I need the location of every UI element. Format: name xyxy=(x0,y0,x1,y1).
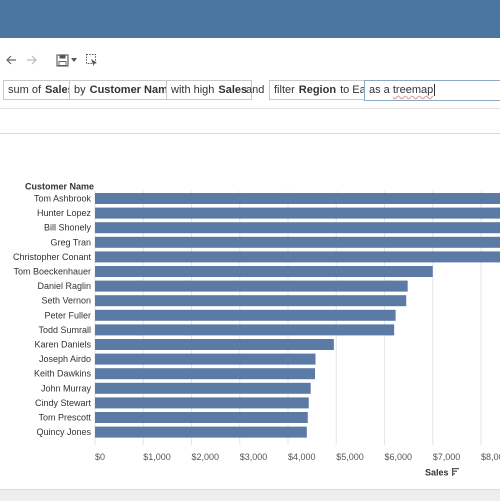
ask-data-query-bar: sum of Sales by Customer Name with high Sal… xyxy=(0,78,500,104)
category-label: Keith Dawkins xyxy=(34,369,92,379)
bar[interactable] xyxy=(95,251,500,263)
category-label: Christopher Conant xyxy=(13,252,92,262)
category-label: Tom Prescott xyxy=(38,413,91,423)
bar[interactable] xyxy=(95,426,307,438)
query-chip-filter-high[interactable]: with high Sales xyxy=(166,80,253,100)
x-tick-label: $2,000 xyxy=(192,452,220,462)
category-label: John Murray xyxy=(41,383,92,393)
query-chip-measure[interactable]: sum of Sales xyxy=(3,80,79,100)
chip-field: Sales xyxy=(218,84,248,96)
category-label: Seth Vernon xyxy=(41,296,91,306)
bar[interactable] xyxy=(95,309,396,321)
bar-chart: Customer Name Tom Ashbrook Hunter Lopez Bi… xyxy=(13,182,500,478)
x-tick-label: $4,000 xyxy=(288,452,316,462)
bar[interactable] xyxy=(95,382,311,394)
x-tick-label: $8,000 xyxy=(481,452,500,462)
chip-text: with high xyxy=(171,84,215,96)
save-icon[interactable] xyxy=(55,50,69,70)
save-dropdown-caret-icon[interactable] xyxy=(70,50,78,70)
x-tick-label: $5,000 xyxy=(336,452,364,462)
bar[interactable] xyxy=(95,368,316,380)
app-header-bar xyxy=(0,0,500,38)
chip-text: by xyxy=(74,84,86,96)
bar[interactable] xyxy=(95,266,433,277)
bar[interactable] xyxy=(95,295,407,307)
x-tick-label: $6,000 xyxy=(385,452,413,462)
query-chip-region-filter[interactable]: filter Region to East xyxy=(269,80,380,100)
bar[interactable] xyxy=(95,324,395,336)
category-label: Quincy Jones xyxy=(36,427,91,437)
chip-field: Customer Name xyxy=(89,84,174,96)
bar[interactable] xyxy=(95,339,334,350)
divider xyxy=(0,133,500,134)
category-label: Bill Shonely xyxy=(44,223,92,233)
query-chip-dimension[interactable]: by Customer Name xyxy=(69,80,179,100)
text-caret xyxy=(434,84,436,97)
bar[interactable] xyxy=(95,236,500,248)
bar[interactable] xyxy=(95,222,500,234)
chip-field: Sales xyxy=(45,84,74,96)
x-tick-label: $0 xyxy=(95,452,105,462)
x-tick-label: $3,000 xyxy=(240,452,268,462)
bar[interactable] xyxy=(95,280,408,292)
query-conjunction: and xyxy=(246,84,265,96)
category-label: Hunter Lopez xyxy=(37,208,92,218)
category-label: Todd Sumrall xyxy=(38,325,91,335)
toolbar xyxy=(0,42,500,78)
query-input[interactable]: as a treemap xyxy=(364,80,500,101)
x-axis-title[interactable]: Sales xyxy=(425,468,449,478)
x-tick-label: $1,000 xyxy=(143,452,171,462)
category-label: Joseph Airdo xyxy=(39,354,91,364)
category-label: Karen Daniels xyxy=(34,340,91,350)
category-label: Tom Boeckenhauer xyxy=(13,267,91,277)
row-header: Customer Name xyxy=(25,182,94,192)
category-label: Tom Ashbrook xyxy=(34,194,92,204)
bar[interactable] xyxy=(95,207,500,219)
chip-text: sum of xyxy=(8,84,42,96)
category-label: Greg Tran xyxy=(50,237,91,247)
forward-icon[interactable] xyxy=(25,50,39,70)
category-label: Daniel Raglin xyxy=(37,281,91,291)
x-tick-label: $7,000 xyxy=(433,452,461,462)
data-source-icon[interactable] xyxy=(84,50,100,70)
bar[interactable] xyxy=(95,412,308,423)
category-label: Peter Fuller xyxy=(44,310,91,320)
bottom-status-bar xyxy=(0,489,500,501)
sort-icon[interactable] xyxy=(452,468,459,476)
query-input-prefix: as a xyxy=(369,84,393,96)
back-icon[interactable] xyxy=(4,50,18,70)
divider xyxy=(0,108,500,109)
bar[interactable] xyxy=(95,193,500,204)
category-label: Cindy Stewart xyxy=(35,398,92,408)
bar[interactable] xyxy=(95,397,309,409)
bar[interactable] xyxy=(95,353,316,365)
query-input-word: treemap xyxy=(392,84,434,96)
chip-text: filter xyxy=(274,84,295,96)
chip-field: Region xyxy=(298,84,337,96)
